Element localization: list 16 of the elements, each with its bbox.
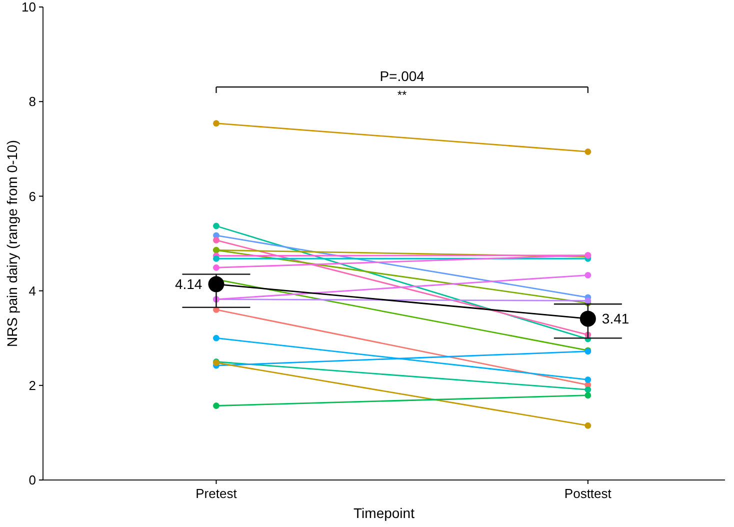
y-axis-title: NRS pain dairy (range from 0-10) <box>4 140 20 347</box>
point <box>208 276 224 292</box>
y-tick-label: 8 <box>28 94 36 110</box>
y-tick-label: 10 <box>22 0 36 15</box>
y-tick-label: 6 <box>28 188 36 204</box>
data-label: 3.41 <box>602 310 630 327</box>
data-label: 4.14 <box>174 276 202 292</box>
x-axis-title: Timepoint <box>354 505 415 521</box>
y-tick-label: 4 <box>28 283 36 298</box>
x-tick-label: Pretest <box>196 486 238 501</box>
y-tick-label: 0 <box>28 472 36 488</box>
x-tick-label: Posttest <box>564 486 612 501</box>
annotation: P=.004 <box>380 68 425 84</box>
point <box>580 310 596 327</box>
y-tick-label: 2 <box>28 378 36 393</box>
annotation: ** <box>397 88 408 102</box>
